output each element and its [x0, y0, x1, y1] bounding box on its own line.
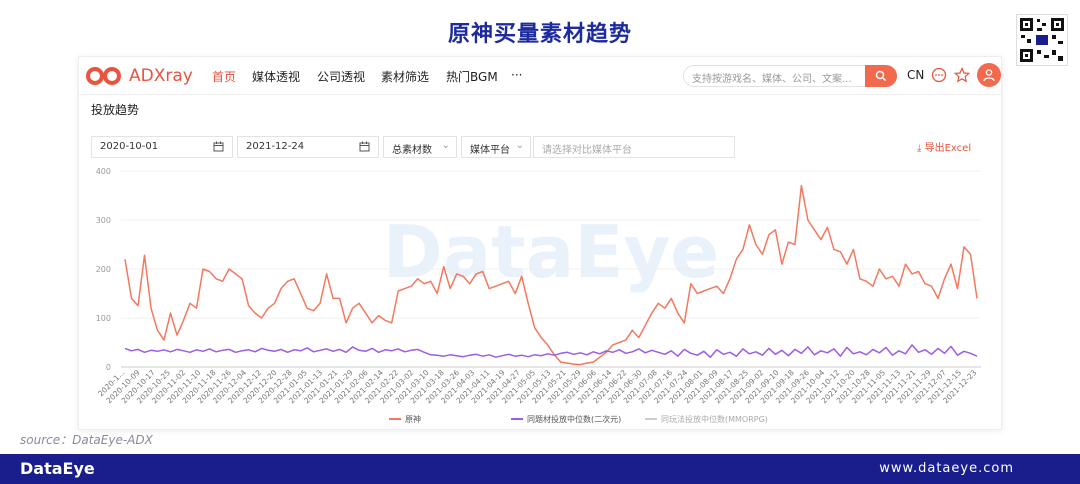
- user-icon: [983, 69, 995, 82]
- start-date-value: 2020-10-01: [100, 141, 159, 152]
- adxray-logo[interactable]: ADXray: [85, 65, 193, 87]
- chevron-down-icon: ⌄: [515, 140, 524, 151]
- message-icon[interactable]: [931, 67, 947, 87]
- compare-media-select[interactable]: 请选择对比媒体平台: [533, 136, 735, 158]
- footer-url: www.dataeye.com: [879, 461, 1014, 476]
- footer-logo: DataEye: [20, 459, 95, 478]
- nav-item-home[interactable]: 首页: [212, 70, 237, 84]
- section-title: 投放趋势: [91, 103, 140, 117]
- calendar-icon: [213, 141, 224, 155]
- y-tick-label: 0: [106, 363, 111, 372]
- legend-label-2: 同题材投放中位数(二次元): [527, 414, 621, 424]
- adxray-logo-icon: [86, 67, 121, 85]
- export-label: 导出Excel: [924, 143, 972, 154]
- nav-item-media[interactable]: 媒体透视: [252, 70, 301, 84]
- trend-chart: DataEye01002003004002020-1...2020-10-092…: [96, 167, 981, 424]
- media-select[interactable]: 媒体平台 ⌄: [461, 136, 531, 158]
- nav-more[interactable]: ···: [511, 68, 523, 82]
- media-select-value: 媒体平台: [470, 145, 510, 156]
- y-tick-label: 400: [96, 167, 111, 176]
- search-button[interactable]: [865, 65, 897, 87]
- top-nav: ADXray 首页 媒体透视 公司透视 素材筛选 热门BGM ··· 支持按游戏…: [79, 57, 1001, 95]
- footer-bar: DataEye www.dataeye.com: [0, 454, 1080, 484]
- y-tick-label: 100: [96, 314, 111, 323]
- metric-select-value: 总素材数: [392, 145, 432, 156]
- search-icon: [875, 70, 887, 82]
- series-line-1: [124, 184, 978, 366]
- adxray-app-window: ADXray 首页 媒体透视 公司透视 素材筛选 热门BGM ··· 支持按游戏…: [78, 56, 1002, 430]
- download-icon: ⤓: [917, 143, 922, 154]
- legend-label-3: 同玩法投放中位数(MMORPG): [661, 414, 768, 424]
- legend-label-1: 原神: [405, 414, 421, 424]
- nav-item-bgm[interactable]: 热门BGM: [446, 70, 498, 84]
- y-tick-label: 200: [96, 265, 111, 274]
- watermark: DataEye: [383, 210, 719, 294]
- series-line-2: [124, 344, 978, 358]
- language-switch[interactable]: CN: [907, 68, 925, 82]
- metric-select[interactable]: 总素材数 ⌄: [383, 136, 457, 158]
- source-note: source：DataEye-ADX: [20, 433, 153, 447]
- search-input[interactable]: 支持按游戏名、媒体、公司、文案...: [683, 65, 867, 87]
- nav-item-company[interactable]: 公司透视: [317, 70, 366, 84]
- user-avatar[interactable]: [977, 63, 1001, 87]
- end-date-picker[interactable]: 2021-12-24: [237, 136, 379, 158]
- export-excel-button[interactable]: ⤓ 导出Excel: [917, 139, 971, 154]
- slide-title: 原神买量素材趋势: [447, 22, 632, 47]
- start-date-picker[interactable]: 2020-10-01: [91, 136, 233, 158]
- logo-text: ADXray: [129, 66, 193, 86]
- end-date-value: 2021-12-24: [246, 141, 305, 152]
- favorite-star-icon[interactable]: [953, 67, 971, 87]
- qr-code-icon: [1016, 14, 1068, 66]
- calendar-icon: [359, 141, 370, 155]
- nav-item-creative[interactable]: 素材筛选: [381, 70, 430, 84]
- chevron-down-icon: ⌄: [441, 140, 450, 151]
- y-tick-label: 300: [96, 216, 111, 225]
